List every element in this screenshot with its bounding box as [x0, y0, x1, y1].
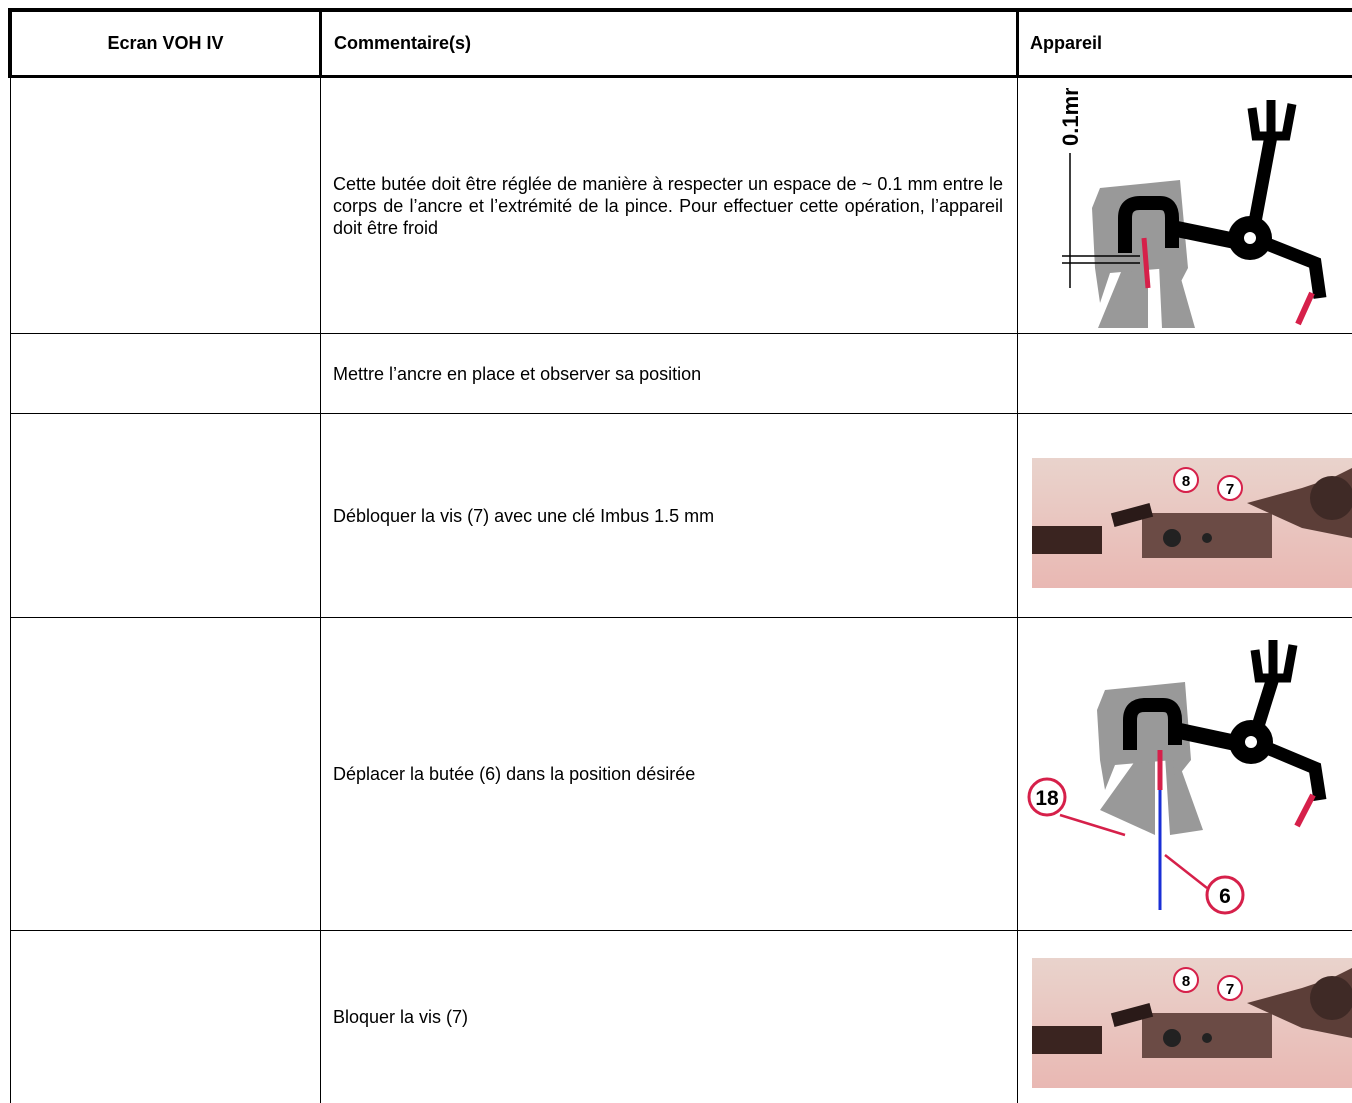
header-cell: Ecran VOH IV	[107, 33, 224, 53]
comment: Bloquer la vis (7)	[333, 1007, 469, 1027]
rule	[1017, 78, 1018, 1103]
callout: 6	[1219, 885, 1231, 908]
callout: 8	[1182, 473, 1190, 490]
header-cell: Commentaire(s)	[334, 33, 472, 53]
photo: 8 7	[1032, 958, 1352, 1088]
header-cell: Appareil	[1030, 33, 1103, 53]
callout: 8	[1182, 973, 1190, 990]
rule	[1016, 8, 1019, 78]
rule	[10, 930, 1352, 931]
rule	[10, 333, 1352, 334]
comment: Déplacer la butée (6) dans la position d…	[333, 764, 696, 784]
photo: 8 7	[1032, 458, 1352, 588]
anchor-figure: 18 6	[1027, 640, 1327, 915]
comment: Cette butée doit être réglée de manière …	[333, 173, 1003, 238]
comment: Débloquer la vis (7) avec une clé Imbus …	[333, 505, 715, 526]
rule	[319, 8, 322, 78]
rule	[10, 617, 1352, 618]
callout: 7	[1226, 981, 1234, 998]
rule	[8, 75, 1352, 78]
rule	[8, 8, 1352, 12]
dimension-label: 0.1mm	[1058, 88, 1083, 146]
rule	[10, 413, 1352, 414]
comment: Mettre l’ancre en place et observer sa p…	[333, 363, 702, 384]
callout: 7	[1226, 481, 1234, 498]
callout: 18	[1035, 787, 1059, 810]
rule	[8, 8, 12, 78]
rule	[10, 78, 11, 1103]
rule	[320, 78, 321, 1103]
anchor-figure: 0.1mm	[1058, 88, 1327, 328]
